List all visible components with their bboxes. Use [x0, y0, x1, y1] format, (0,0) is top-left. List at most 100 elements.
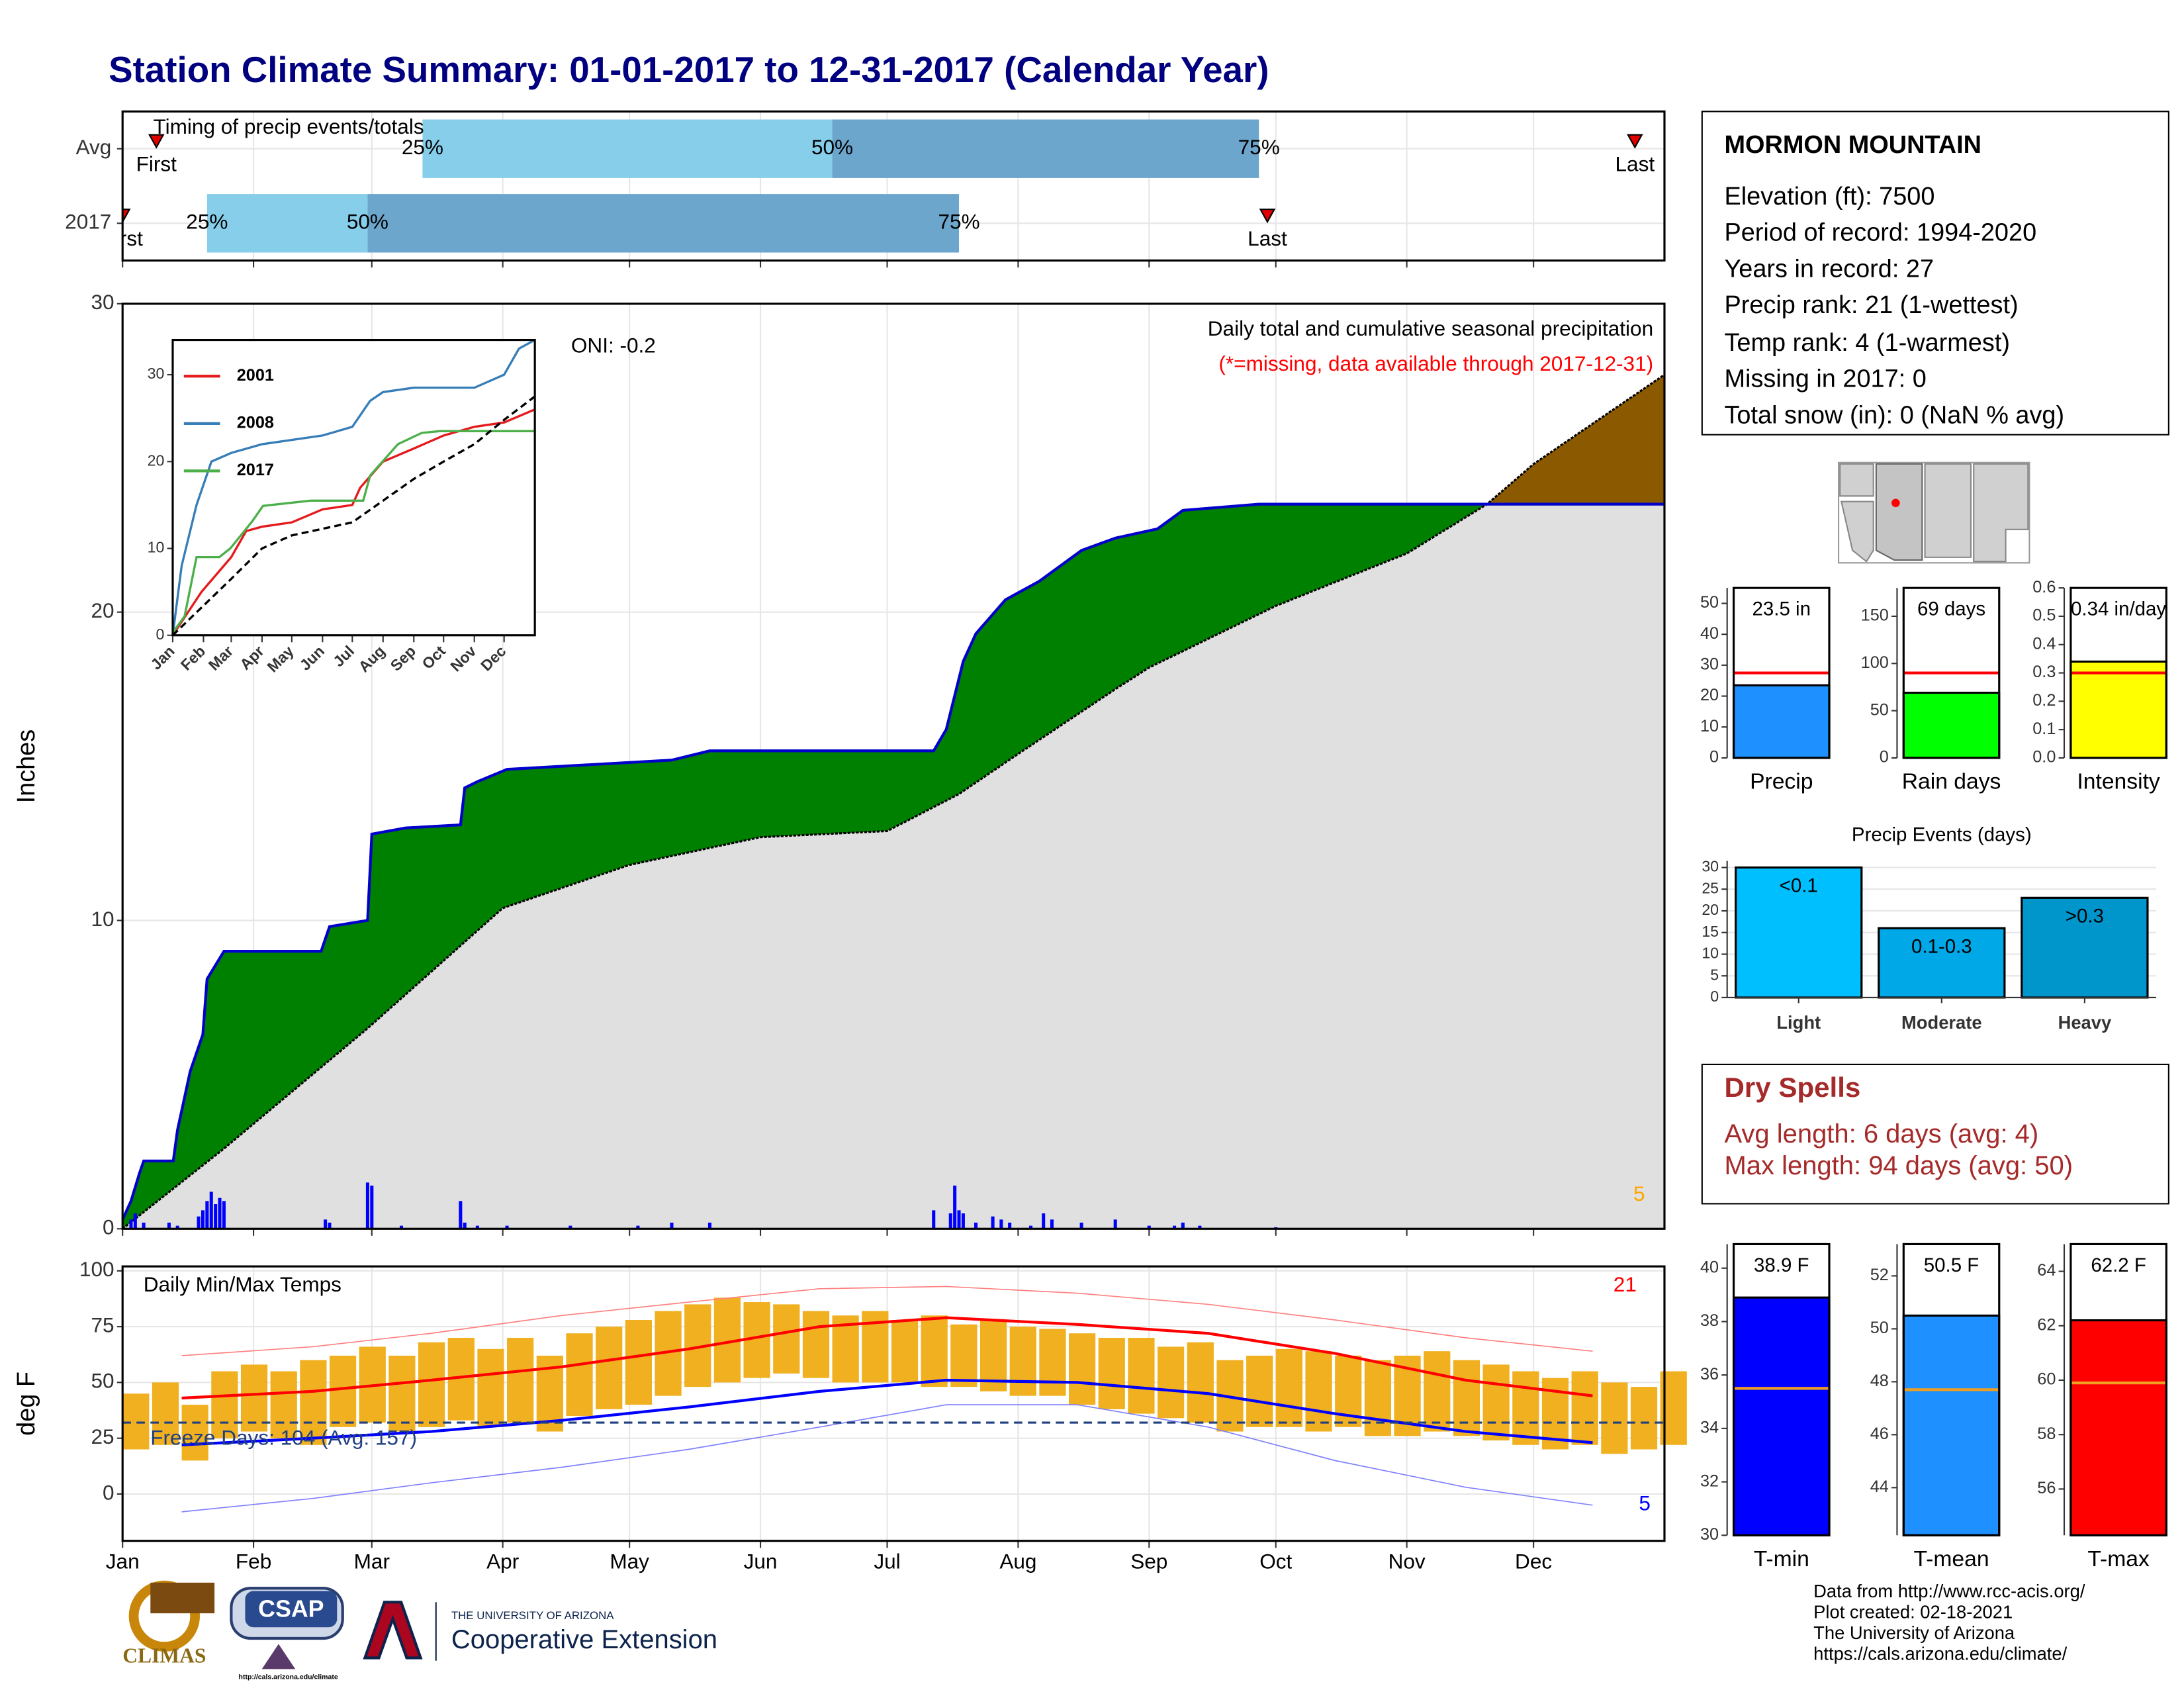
marker-label: First	[136, 152, 177, 175]
daily-precip-bar	[370, 1186, 374, 1229]
csap-badge	[245, 1591, 338, 1628]
daily-temp-range	[122, 1393, 150, 1450]
bar	[2070, 660, 2167, 759]
annotation: 21	[1614, 1272, 1637, 1296]
y-tick-label: 10	[1700, 717, 1719, 735]
percent-label: 75%	[938, 210, 979, 234]
value-box	[1902, 1243, 2001, 1536]
dry-spells-line: Avg length: 6 days (avg: 4)	[1724, 1119, 2038, 1149]
daily-temp-range	[802, 1311, 830, 1378]
station-info: Missing in 2017: 0	[1724, 365, 1926, 393]
value-box	[1732, 586, 1831, 759]
y-tick-label: 50	[1700, 593, 1719, 612]
locator-map	[1838, 461, 2030, 564]
daily-temp-range	[1482, 1364, 1510, 1441]
station-name: MORMON MOUNTAIN	[1724, 131, 1981, 159]
daily-temp-range	[1246, 1355, 1273, 1427]
category-label: Moderate	[1901, 1012, 1982, 1033]
y-tick-label: 40	[1700, 1258, 1719, 1276]
daily-precip-bar	[133, 1213, 137, 1229]
x-tick-label: Dec	[1515, 1550, 1552, 1573]
y-tick-label: 10	[1702, 945, 1719, 962]
map-state	[1973, 463, 2029, 563]
daily-precip-bar	[1079, 1222, 1083, 1229]
timing-bar	[832, 119, 1259, 178]
daily-precip-bar	[201, 1210, 205, 1229]
x-tick-label: Nov	[1388, 1550, 1426, 1573]
record-min-line	[181, 1404, 1593, 1513]
daily-precip-bar	[1029, 1225, 1033, 1229]
category-label: T-max	[2087, 1547, 2150, 1571]
station-location	[1891, 498, 1900, 508]
y-tick-label: 44	[1870, 1477, 1889, 1496]
bar	[1732, 1296, 1831, 1536]
y-tick-label: 0	[103, 1215, 114, 1239]
station-info: Period of record: 1994-2020	[1724, 219, 2036, 247]
annotation: 5	[1639, 1491, 1651, 1515]
csap-logo: CSAP	[258, 1595, 324, 1622]
map-state	[1840, 500, 1874, 563]
y-tick-label: 20	[91, 598, 114, 622]
x-tick-label: Feb	[236, 1550, 271, 1573]
timing-bar	[367, 194, 960, 253]
bar	[2021, 896, 2149, 999]
timing-title: Timing of precip events/totals	[154, 115, 424, 138]
daily-precip-bar	[932, 1210, 936, 1229]
y-tick-label: 52	[1870, 1266, 1889, 1284]
y-tick-label: 38	[1700, 1311, 1719, 1330]
y-tick-label: 0.0	[2032, 748, 2056, 767]
y-tick-label: 50	[91, 1369, 114, 1393]
row-label: Avg	[76, 135, 112, 159]
x-tick-label: Jan	[106, 1550, 140, 1573]
y-tick-label: 10	[148, 539, 165, 556]
daily-temp-range	[1305, 1351, 1332, 1432]
value-label: 62.2 F	[2091, 1254, 2146, 1276]
timing-marker	[1259, 209, 1276, 224]
timing-bar	[206, 194, 368, 253]
category-label: Light	[1776, 1012, 1821, 1033]
daily-precip-bar	[505, 1225, 509, 1229]
daily-temp-range	[1158, 1346, 1185, 1419]
daily-temp-range	[477, 1348, 504, 1427]
y-tick-label: 0	[103, 1480, 114, 1504]
daily-precip-bar	[1008, 1222, 1012, 1229]
daily-temp-range	[1364, 1360, 1392, 1436]
value-box	[1732, 1243, 1831, 1536]
category-label: T-mean	[1913, 1547, 1989, 1571]
y-tick-label: 0.5	[2032, 606, 2056, 625]
bar	[1902, 691, 2001, 759]
legend-label: 2017	[237, 461, 274, 479]
daily-precip-bar	[205, 1201, 209, 1229]
x-tick-label: Jun	[744, 1550, 778, 1573]
observed-line	[121, 502, 1664, 1221]
daily-temp-range	[1630, 1387, 1658, 1450]
inset-line	[171, 395, 536, 636]
record-max-line	[181, 1286, 1593, 1356]
daily-precip-bar	[953, 1186, 957, 1229]
plot-frame	[121, 303, 1666, 1230]
normal-area	[122, 504, 1664, 1229]
x-tick-label: Sep	[1130, 1550, 1167, 1573]
category-label: Rain days	[1902, 770, 2001, 794]
daily-precip-bar	[399, 1225, 404, 1229]
timing-marker	[1626, 134, 1643, 149]
timing-bar	[422, 119, 833, 178]
y-tick-label: 20	[1700, 686, 1719, 704]
daily-temp-range	[211, 1371, 238, 1438]
daily-temp-range	[1128, 1337, 1155, 1414]
y-tick-label: 50	[1870, 700, 1889, 719]
x-tick-label: Mar	[354, 1550, 390, 1573]
daily-temp-range	[625, 1320, 652, 1405]
daily-precip-bar	[197, 1216, 201, 1229]
daily-precip-bar	[167, 1222, 171, 1229]
y-axis-label: deg F	[13, 1372, 40, 1436]
legend-label: 2008	[237, 414, 274, 432]
daily-precip-bar	[475, 1225, 479, 1229]
value-box	[2070, 1243, 2167, 1536]
daily-precip-bar	[948, 1213, 952, 1229]
marker-label: Last	[1248, 226, 1287, 250]
station-info: Elevation (ft): 7500	[1724, 183, 1934, 211]
value-label: 0.34 in/day	[2071, 598, 2166, 620]
daily-precip-bar	[214, 1204, 218, 1229]
